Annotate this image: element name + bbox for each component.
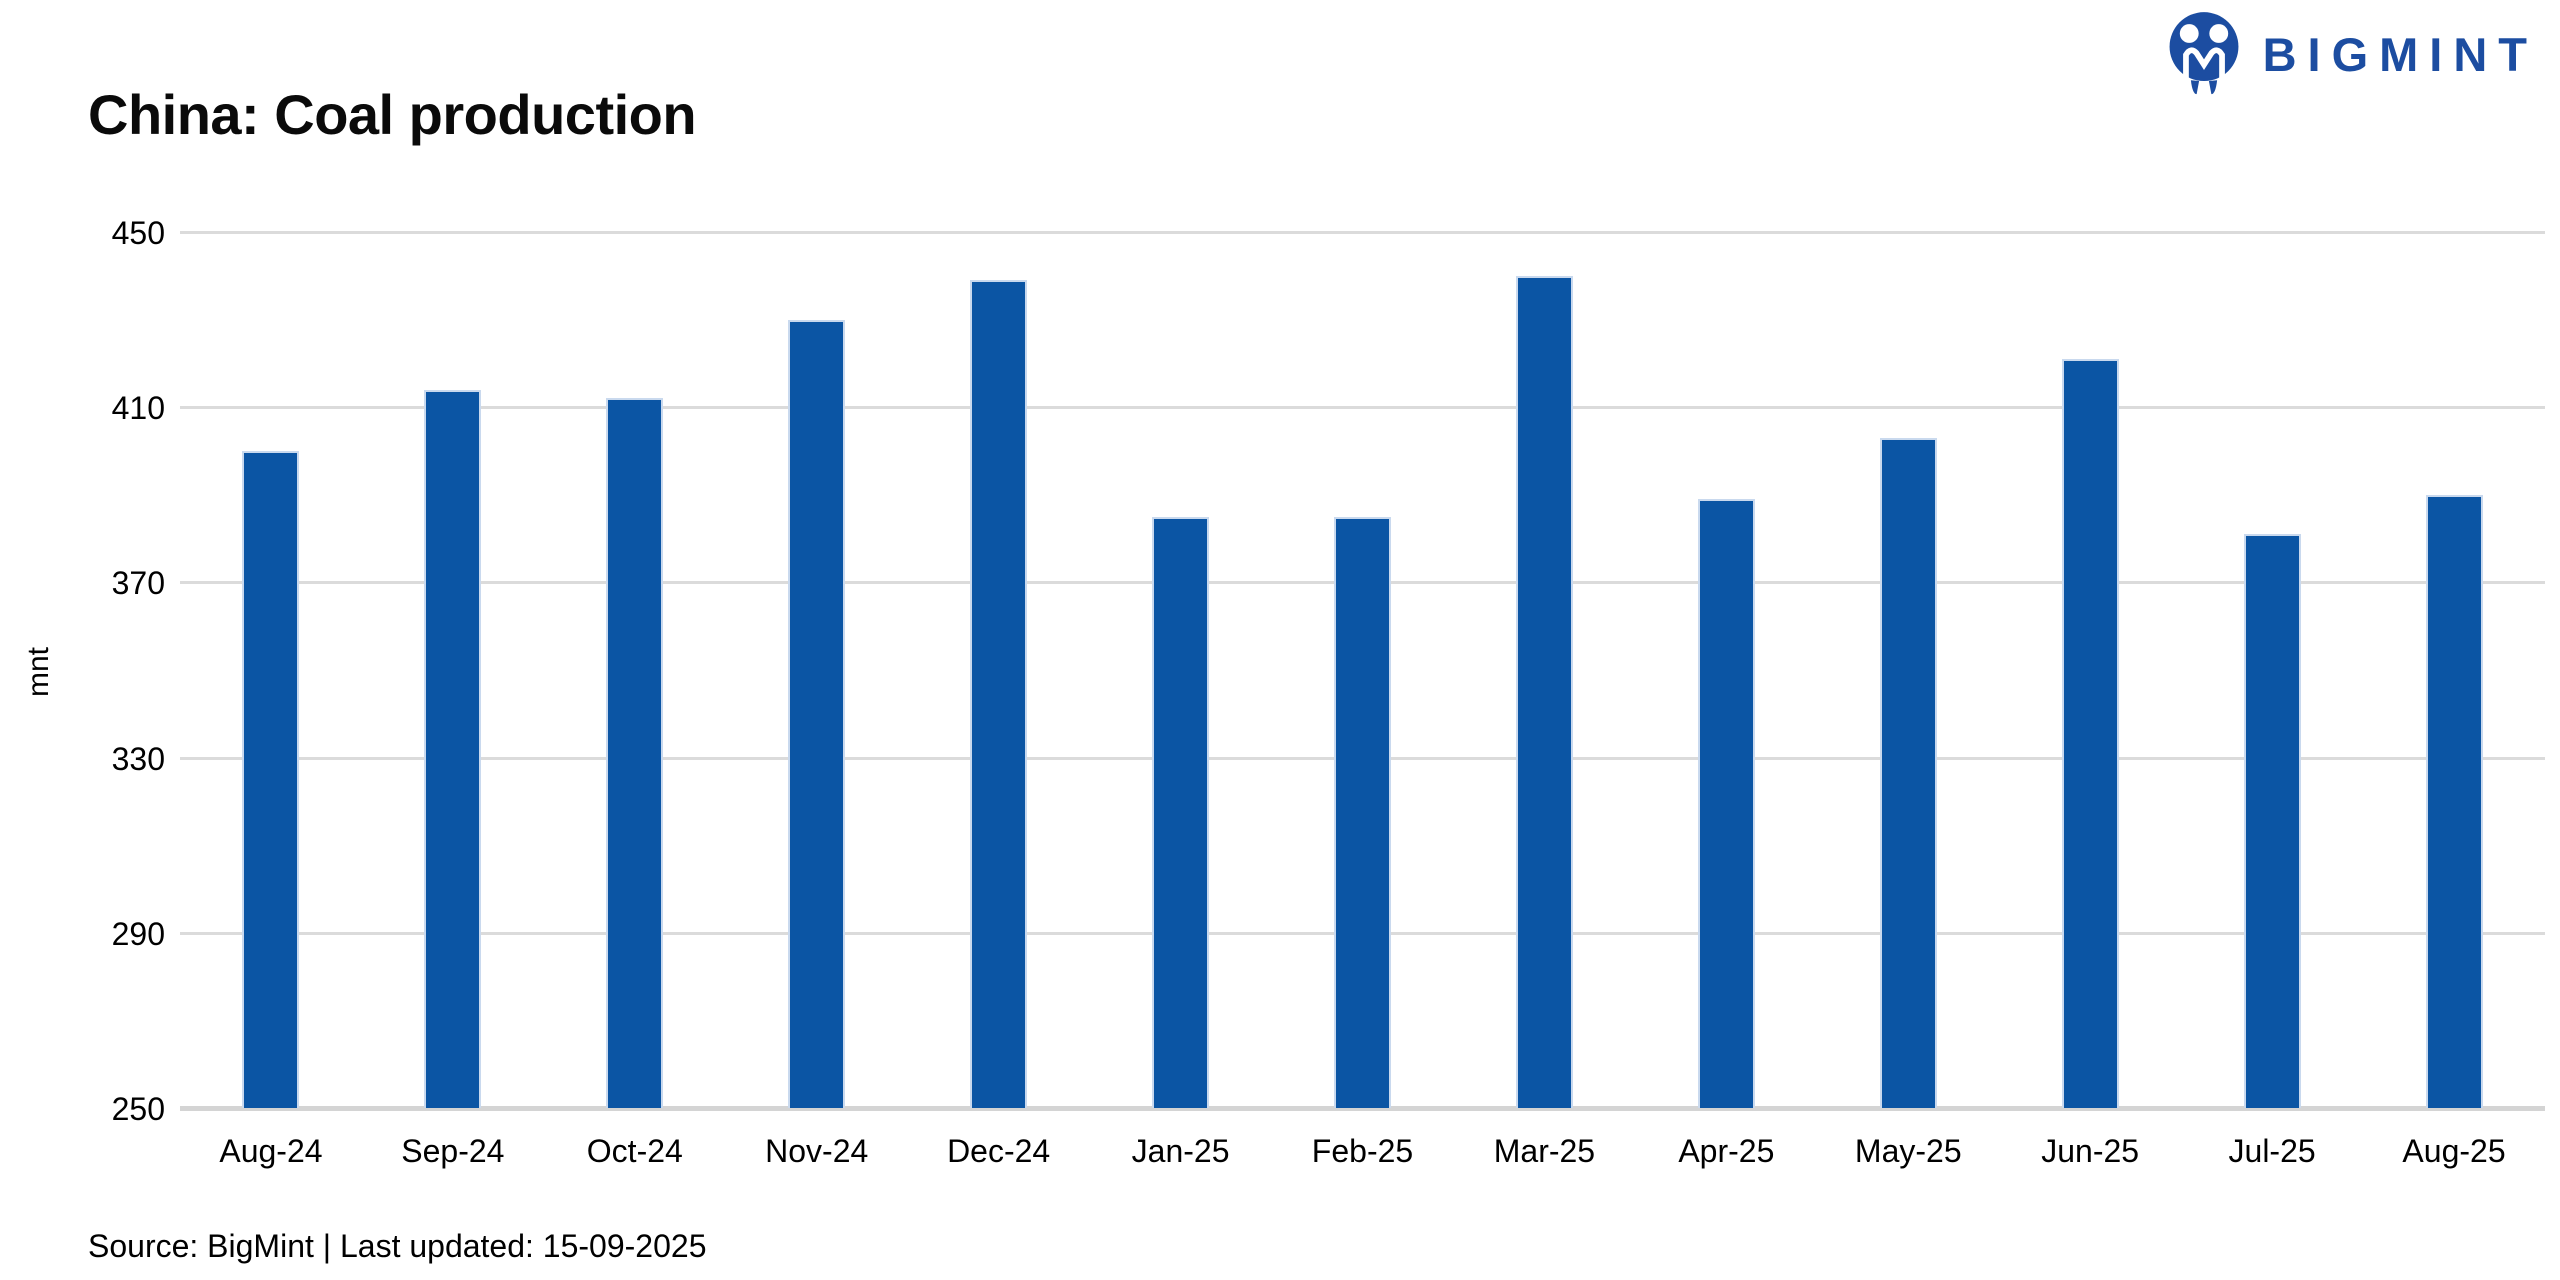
bar-Jul-25 (2243, 534, 2301, 1108)
page-title: China: Coal production (88, 83, 697, 146)
x-tick-label-Mar-25: Mar-25 (1493, 1133, 1596, 1169)
bar-Feb-25 (1334, 516, 1391, 1108)
bar-chart-plot-area: Aug-24 Sep-24 Oct-24 Nov-24 Dec-24 Jan-25 Feb-… (180, 231, 2545, 1169)
x-tick-label-Sep-24: Sep-24 (401, 1133, 505, 1169)
source-note: Source: BigMint | Last updated: 15-09-20… (88, 1228, 707, 1264)
y-tick-label-410: 410 (111, 390, 165, 427)
brand-logo: BIGMINT (2163, 10, 2538, 98)
bar-Jan-25 (1152, 516, 1210, 1108)
bar-Nov-24 (788, 319, 846, 1108)
x-tick-label-Dec-24: Dec-24 (947, 1133, 1051, 1169)
x-tick-label-Aug-24: Aug-24 (219, 1133, 323, 1169)
bar-Mar-25 (1515, 275, 1573, 1108)
y-tick-label-450: 450 (111, 215, 165, 251)
bigmint-two-figures-circle-icon (2163, 10, 2245, 98)
y-tick-label-330: 330 (111, 740, 165, 777)
gridline-250 (180, 1106, 2545, 1111)
x-tick-label-Jan-25: Jan-25 (1131, 1133, 1230, 1169)
x-tick-label-Oct-24: Oct-24 (586, 1133, 683, 1169)
brand-name: BIGMINT (2262, 27, 2538, 81)
x-tick-label-Jul-25: Jul-25 (2228, 1133, 2316, 1169)
bar-Aug-24 (242, 451, 300, 1108)
x-tick-label-Jun-25: Jun-25 (2041, 1133, 2140, 1169)
bar-Aug-25 (2425, 494, 2483, 1108)
bar-Sep-24 (424, 389, 482, 1108)
bar-Jun-25 (2061, 359, 2119, 1108)
bar-Oct-24 (606, 398, 664, 1108)
y-axis-label: mnt (22, 646, 56, 698)
gridline-410 (180, 406, 2545, 410)
x-tick-label-May-25: May-25 (1854, 1133, 1962, 1169)
x-tick-label-Apr-25: Apr-25 (1678, 1133, 1775, 1169)
x-tick-label-Aug-25: Aug-25 (2402, 1133, 2506, 1169)
bar-Apr-25 (1697, 499, 1755, 1108)
bar-May-25 (1879, 437, 1937, 1108)
y-tick-label-250: 250 (111, 1091, 165, 1127)
x-tick-label-Nov-24: Nov-24 (765, 1133, 869, 1169)
bar-Dec-24 (970, 280, 1028, 1108)
x-tick-label-Feb-25: Feb-25 (1311, 1133, 1414, 1169)
y-tick-label-290: 290 (111, 915, 165, 952)
gridline-450 (180, 231, 2545, 234)
y-tick-label-370: 370 (111, 565, 165, 602)
